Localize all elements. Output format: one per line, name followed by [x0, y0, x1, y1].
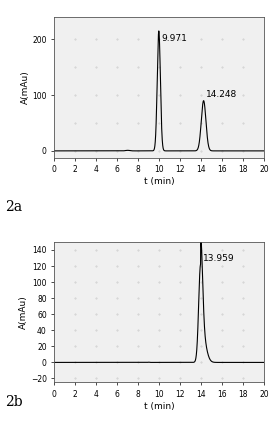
Text: 14.248: 14.248 [206, 90, 237, 99]
Y-axis label: A(mAu): A(mAu) [19, 295, 28, 329]
Text: 13.959: 13.959 [203, 254, 234, 263]
Text: 9.971: 9.971 [161, 34, 187, 43]
Text: 2a: 2a [5, 200, 23, 214]
X-axis label: t (min): t (min) [144, 177, 174, 186]
Text: 2b: 2b [5, 395, 23, 409]
X-axis label: t (min): t (min) [144, 402, 174, 411]
Y-axis label: A(mAu): A(mAu) [20, 71, 29, 104]
